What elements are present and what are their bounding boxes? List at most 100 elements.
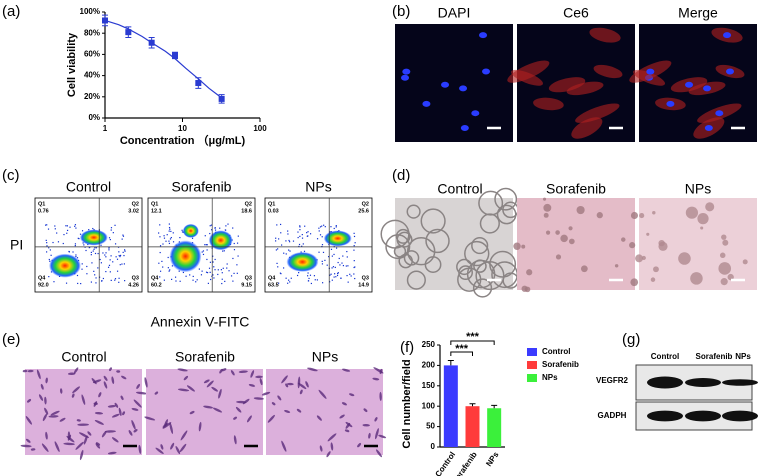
quadrant-name: Q4 xyxy=(151,275,159,281)
event xyxy=(104,254,106,256)
event xyxy=(179,236,181,239)
cell xyxy=(277,395,282,401)
event xyxy=(159,276,161,278)
event xyxy=(289,281,291,283)
event xyxy=(322,251,325,253)
event xyxy=(236,264,238,266)
event xyxy=(56,232,58,234)
bar xyxy=(465,406,480,447)
event xyxy=(81,268,83,270)
nucleus xyxy=(726,68,735,75)
event xyxy=(222,267,224,269)
event xyxy=(66,232,68,234)
cell xyxy=(653,266,659,273)
cell xyxy=(98,392,102,398)
event xyxy=(292,240,295,242)
cell xyxy=(59,417,66,422)
quadrant-value: 12.1 xyxy=(151,208,162,214)
cell xyxy=(555,254,562,260)
event xyxy=(116,270,119,272)
event xyxy=(123,263,125,265)
y-tick-label: 60% xyxy=(84,50,100,59)
event xyxy=(122,234,124,236)
event xyxy=(124,280,126,282)
plot-frame xyxy=(264,197,373,293)
event xyxy=(80,282,82,285)
cell xyxy=(103,381,108,389)
quadrant-name: Q4 xyxy=(38,275,46,281)
event xyxy=(212,274,214,276)
event xyxy=(202,250,205,252)
event xyxy=(333,276,335,278)
event xyxy=(169,228,171,230)
cell xyxy=(652,211,656,215)
plot-title: Control xyxy=(66,179,111,195)
cell xyxy=(154,391,159,395)
cell xyxy=(281,375,288,384)
event xyxy=(353,260,355,262)
event xyxy=(74,243,77,245)
event xyxy=(307,272,309,274)
event xyxy=(321,263,324,265)
x-tick-label: Control xyxy=(434,450,458,476)
quadrant-name: Q1 xyxy=(38,201,45,207)
cell xyxy=(230,370,235,376)
event xyxy=(167,256,169,259)
legend-swatch xyxy=(527,361,537,369)
cell xyxy=(690,272,703,285)
event xyxy=(331,255,333,257)
event xyxy=(159,270,162,272)
event xyxy=(46,242,48,244)
event xyxy=(321,260,323,262)
event xyxy=(165,240,167,242)
event xyxy=(168,223,170,225)
event xyxy=(209,232,211,235)
event xyxy=(346,250,348,253)
event xyxy=(48,276,50,278)
event xyxy=(105,256,107,258)
cell xyxy=(368,432,371,439)
cell xyxy=(621,237,626,242)
cell xyxy=(111,376,115,384)
column-title: Sorafenib xyxy=(546,181,606,197)
image xyxy=(35,198,142,292)
cell xyxy=(285,383,289,388)
event xyxy=(301,245,303,247)
event xyxy=(98,276,101,278)
event xyxy=(86,273,88,275)
cell xyxy=(543,212,549,218)
cell xyxy=(22,369,28,373)
image xyxy=(265,198,372,292)
tube xyxy=(489,250,517,278)
image xyxy=(517,198,635,290)
cell xyxy=(596,212,603,219)
event xyxy=(88,229,90,231)
cell xyxy=(568,226,573,231)
y-axis-label: Cell number/field xyxy=(401,359,413,448)
event xyxy=(170,236,172,239)
event xyxy=(168,230,170,232)
event xyxy=(209,261,212,263)
panel-label: (b) xyxy=(392,3,410,20)
density xyxy=(286,251,319,272)
cell xyxy=(742,259,748,265)
event xyxy=(214,269,216,271)
event xyxy=(69,226,71,228)
event xyxy=(170,230,172,233)
event xyxy=(81,230,84,232)
event xyxy=(167,267,169,269)
images xyxy=(20,24,758,461)
cell xyxy=(42,413,48,422)
quadrant-value: 3.02 xyxy=(128,208,139,214)
event xyxy=(331,267,333,269)
event xyxy=(121,263,123,265)
x-tick-label: 100 xyxy=(253,124,267,133)
event xyxy=(204,244,206,246)
event xyxy=(335,276,337,278)
cell xyxy=(242,398,250,405)
cell xyxy=(121,375,127,380)
event xyxy=(198,268,200,270)
event xyxy=(214,258,216,261)
event xyxy=(112,232,114,234)
cell xyxy=(73,367,79,374)
